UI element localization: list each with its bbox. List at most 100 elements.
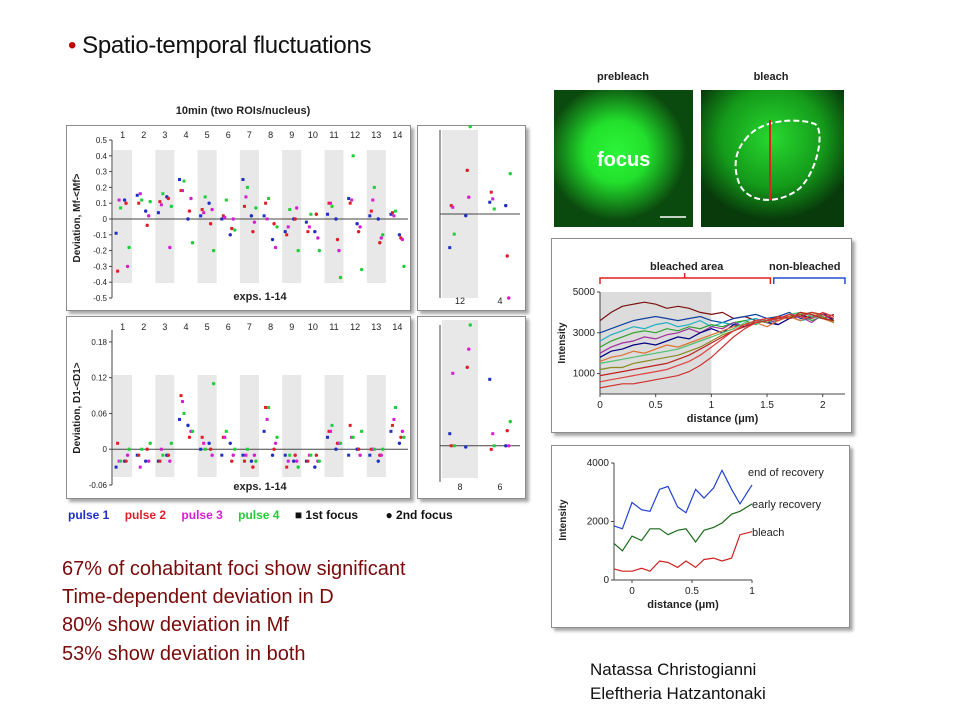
- shade-band: [113, 150, 133, 283]
- data-point-square: [390, 211, 394, 215]
- data-point-square: [221, 214, 225, 218]
- data-point-square: [117, 198, 121, 202]
- data-point-square: [161, 453, 165, 457]
- data-point-circle: [190, 429, 195, 434]
- category-label: 12: [350, 322, 360, 332]
- d-main-chart: 0.180.120.060-0.061 2 3 4 5 6 7 8 9 10 11 12 13 14exp…: [72, 322, 408, 493]
- data-point-circle: [230, 226, 234, 231]
- data-point-square: [449, 444, 453, 448]
- data-point-circle: [143, 459, 148, 463]
- data-point-circle: [211, 248, 216, 253]
- data-point-circle: [273, 245, 278, 250]
- data-point-circle: [464, 445, 468, 449]
- series-line: [613, 503, 753, 552]
- data-point-circle: [468, 124, 472, 129]
- data-point-circle: [207, 201, 211, 205]
- data-point-square: [224, 198, 228, 202]
- shade-band: [155, 375, 175, 477]
- data-point-square: [288, 208, 292, 212]
- y-tick-label: 4000: [587, 458, 610, 469]
- category-label: 1: [120, 322, 125, 332]
- series-label: end of recovery: [748, 467, 824, 479]
- data-point-square: [116, 269, 120, 273]
- data-point-circle: [468, 323, 472, 327]
- y-tick-label: -0.3: [93, 262, 107, 271]
- data-point-circle: [313, 229, 317, 234]
- y-tick-label: -0.2: [93, 247, 107, 256]
- data-point-square: [178, 178, 182, 181]
- data-point-circle: [273, 441, 278, 445]
- data-point-circle: [145, 223, 149, 228]
- data-point-square: [306, 459, 310, 463]
- data-point-square: [200, 208, 204, 212]
- data-point-square: [491, 432, 495, 436]
- statement-2: Time-dependent deviation in D: [62, 586, 334, 608]
- y-tick-label: 0.12: [91, 374, 107, 383]
- data-point-square: [307, 225, 311, 229]
- data-point-square: [368, 453, 372, 457]
- bleached-bracket: [599, 273, 772, 284]
- category-label: 10: [308, 322, 318, 332]
- category-label: 8: [457, 482, 462, 492]
- data-point-circle: [228, 233, 232, 237]
- category-label: 6: [226, 322, 231, 332]
- data-point-square: [489, 447, 493, 451]
- data-point-circle: [186, 423, 190, 428]
- data-point-square: [393, 406, 397, 409]
- category-label: 14: [392, 322, 402, 332]
- data-point-circle: [168, 459, 172, 463]
- data-point-square: [223, 215, 227, 219]
- category-label: 14: [392, 130, 402, 140]
- data-point-square: [452, 444, 456, 448]
- x-axis-label: distance (μm): [647, 599, 719, 611]
- data-point-circle: [231, 453, 235, 457]
- category-label: 10: [308, 130, 318, 140]
- data-point-circle: [378, 241, 382, 245]
- data-point-circle: [254, 459, 258, 463]
- data-point-circle: [402, 435, 406, 440]
- data-point-square: [265, 417, 269, 421]
- y-tick-label: 0: [103, 445, 108, 454]
- data-point-square: [114, 231, 118, 235]
- data-point-square: [389, 212, 393, 216]
- data-point-square: [326, 212, 330, 216]
- data-point-square: [265, 217, 269, 221]
- data-point-square: [348, 423, 352, 427]
- data-point-square: [161, 192, 165, 196]
- data-point-circle: [148, 441, 152, 445]
- data-point-circle: [272, 222, 276, 226]
- data-point-circle: [210, 207, 214, 212]
- data-point-square: [309, 212, 313, 216]
- data-point-circle: [252, 220, 257, 224]
- shade-band: [197, 150, 217, 283]
- data-point-square: [182, 179, 186, 183]
- y-tick-label: 3000: [573, 328, 596, 339]
- series-line: [599, 311, 835, 364]
- data-point-circle: [467, 347, 471, 351]
- data-point-square: [288, 453, 292, 457]
- data-point-square: [448, 246, 452, 250]
- series-line: [599, 311, 835, 389]
- data-point-square: [369, 209, 373, 213]
- slide-title-text: Spatio-temporal fluctuations: [82, 32, 372, 59]
- shade-band: [113, 375, 133, 477]
- data-point-circle: [254, 206, 258, 210]
- data-point-circle: [338, 441, 343, 445]
- statement-4: 53% show deviation in both: [62, 643, 306, 665]
- bleach-label: bleach: [754, 71, 789, 83]
- bleach-image: [701, 90, 844, 227]
- series-line: [599, 313, 835, 362]
- focus-label: focus: [597, 149, 650, 171]
- y-tick-label: 0: [103, 215, 108, 224]
- data-point-circle: [508, 171, 512, 176]
- category-label: 3: [162, 322, 167, 332]
- data-point-square: [347, 196, 351, 200]
- data-point-circle: [314, 212, 319, 216]
- data-point-circle: [251, 465, 255, 469]
- category-label: 4: [497, 296, 502, 306]
- data-point-square: [304, 220, 308, 224]
- x-tick-label: 1: [709, 400, 715, 411]
- x-tick-label: 0: [597, 400, 603, 411]
